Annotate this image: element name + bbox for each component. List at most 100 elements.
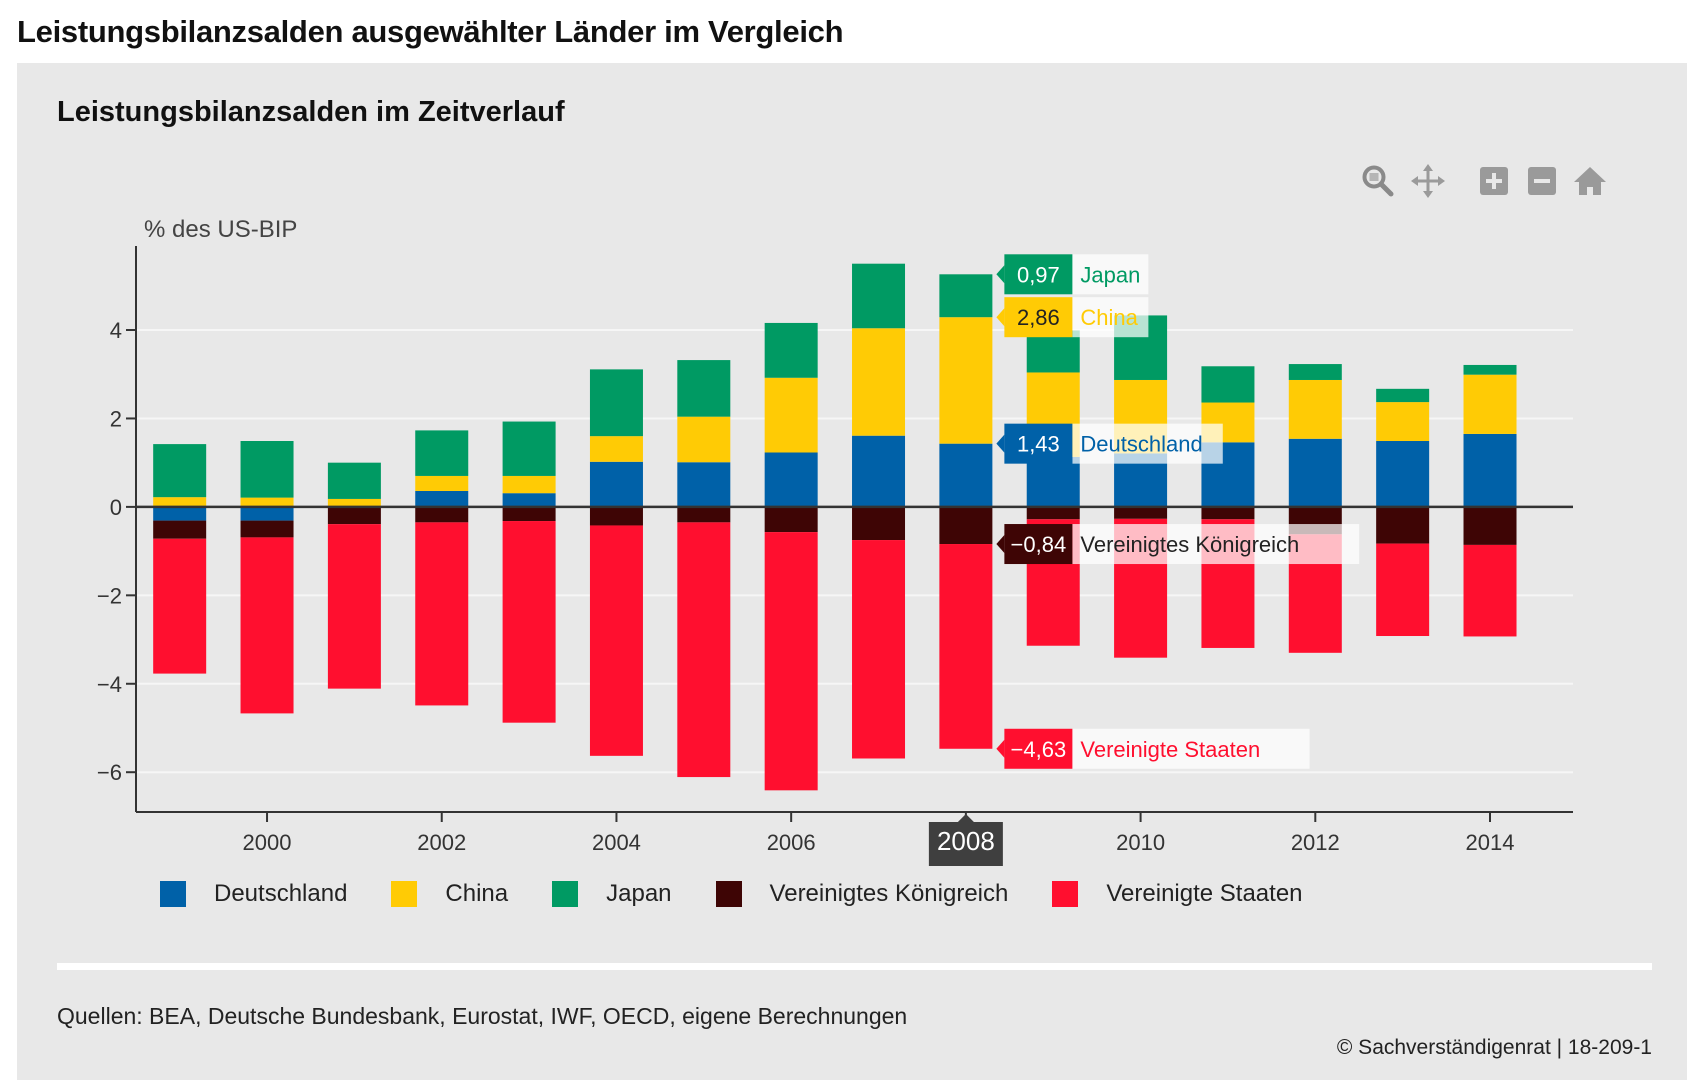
bar-segment[interactable] [240, 441, 294, 498]
bar-segment[interactable] [240, 537, 294, 714]
zoom-icon[interactable] [1360, 163, 1396, 199]
bar-segment[interactable] [764, 506, 818, 533]
legend-item[interactable]: Vereinigtes Königreich [715, 880, 1008, 908]
bar-segment[interactable] [1026, 506, 1080, 520]
tooltip-series-name: Vereinigtes Königreich [1080, 532, 1299, 557]
bar-segment[interactable] [852, 540, 906, 759]
bar-segment[interactable] [240, 520, 294, 538]
bar-segment[interactable] [1376, 506, 1430, 544]
bar-segment[interactable] [415, 490, 469, 507]
x-tick-highlight-pointer [956, 814, 975, 823]
y-tick-label: 4 [110, 318, 122, 343]
bar-segment[interactable] [852, 506, 906, 541]
legend-swatch [391, 881, 418, 907]
tooltip-label-bg [1072, 728, 1310, 769]
bar-segment[interactable] [327, 506, 381, 525]
bar-segment[interactable] [153, 444, 207, 498]
tooltip-value: 0,97 [1017, 262, 1060, 287]
bar-segment[interactable] [939, 443, 993, 507]
legend-item[interactable]: Deutschland [160, 880, 347, 908]
y-tick-label: −4 [97, 672, 122, 697]
bar-segment[interactable] [502, 506, 556, 522]
tooltip-series-name: Deutschland [1080, 432, 1202, 457]
x-tick-label: 2000 [243, 830, 292, 855]
bar-segment[interactable] [939, 274, 993, 318]
legend-item[interactable]: Vereinigte Staaten [1052, 880, 1303, 908]
legend-swatch [1052, 881, 1079, 907]
bar-segment[interactable] [327, 524, 381, 689]
bar-segment[interactable] [1376, 388, 1430, 403]
x-tick-label: 2012 [1291, 830, 1340, 855]
bar-segment[interactable] [939, 317, 993, 444]
bar-segment[interactable] [677, 506, 731, 523]
pan-icon[interactable] [1410, 163, 1446, 199]
bar-segment[interactable] [415, 522, 469, 706]
bar-segment[interactable] [677, 462, 731, 507]
bar-segment[interactable] [939, 506, 993, 545]
bar-segment[interactable] [677, 360, 731, 417]
bar-segment[interactable] [764, 377, 818, 453]
bar-segment[interactable] [502, 421, 556, 476]
bar-segment[interactable] [415, 506, 469, 523]
bar-segment[interactable] [240, 497, 294, 507]
bar-segment[interactable] [502, 493, 556, 507]
bar-segment[interactable] [589, 436, 643, 462]
bar-segment[interactable] [1463, 374, 1517, 434]
bar-segment[interactable] [240, 506, 294, 521]
bar-segment[interactable] [502, 475, 556, 494]
bar-segment[interactable] [1463, 506, 1517, 545]
bar-segment[interactable] [939, 544, 993, 749]
legend-label: Deutschland [214, 880, 348, 907]
bar-segment[interactable] [589, 369, 643, 437]
bar-segment[interactable] [1376, 402, 1430, 442]
bar-segment[interactable] [153, 538, 207, 674]
legend-swatch [715, 881, 742, 907]
bar-segment[interactable] [153, 506, 207, 521]
bar-segment[interactable] [1288, 364, 1342, 380]
bar-segment[interactable] [764, 322, 818, 378]
bar-segment[interactable] [589, 525, 643, 756]
bar-segment[interactable] [1376, 441, 1430, 507]
legend-swatch [160, 881, 186, 907]
bar-segment[interactable] [1463, 364, 1517, 375]
bar-segment[interactable] [1463, 544, 1517, 637]
zoom-out-icon[interactable] [1524, 163, 1560, 199]
bar-segment[interactable] [852, 435, 906, 507]
bar-segment[interactable] [1201, 506, 1255, 520]
zoom-in-icon[interactable] [1476, 163, 1512, 199]
bar-segment[interactable] [677, 416, 731, 463]
bar-segment[interactable] [415, 475, 469, 491]
bar-segment[interactable] [852, 263, 906, 329]
bar-segment[interactable] [1026, 456, 1080, 507]
tooltip-value: −0,84 [1011, 532, 1067, 557]
tooltip-series-name: China [1080, 305, 1138, 330]
legend-item[interactable]: China [391, 880, 508, 908]
bar-segment[interactable] [327, 498, 381, 507]
tooltip-value-box [1004, 297, 1073, 338]
bar-segment[interactable] [764, 452, 818, 507]
x-tick-label: 2008 [937, 826, 995, 856]
bar-segment[interactable] [327, 462, 381, 499]
bar-segment[interactable] [852, 328, 906, 436]
legend-item[interactable]: Japan [552, 880, 672, 908]
bar-segment[interactable] [153, 497, 207, 507]
bar-segment[interactable] [415, 430, 469, 476]
bar-segment[interactable] [1114, 506, 1168, 519]
bar-segment[interactable] [1376, 543, 1430, 637]
bar-segment[interactable] [1288, 438, 1342, 507]
tooltip-value-box [1004, 728, 1073, 769]
bar-segment[interactable] [1288, 379, 1342, 439]
bar-segment[interactable] [677, 522, 731, 778]
legend-label: China [445, 880, 509, 907]
bar-segment[interactable] [1201, 366, 1255, 403]
legend-label: Vereinigte Staaten [1106, 880, 1303, 907]
x-tick-label: 2006 [767, 830, 816, 855]
bar-segment[interactable] [502, 521, 556, 723]
bar-segment[interactable] [589, 506, 643, 526]
bar-segment[interactable] [1463, 433, 1517, 507]
bar-segment[interactable] [153, 520, 207, 539]
bar-segment[interactable] [764, 532, 818, 791]
bar-segment[interactable] [1026, 330, 1080, 373]
home-icon[interactable] [1572, 163, 1608, 199]
bar-segment[interactable] [589, 461, 643, 507]
